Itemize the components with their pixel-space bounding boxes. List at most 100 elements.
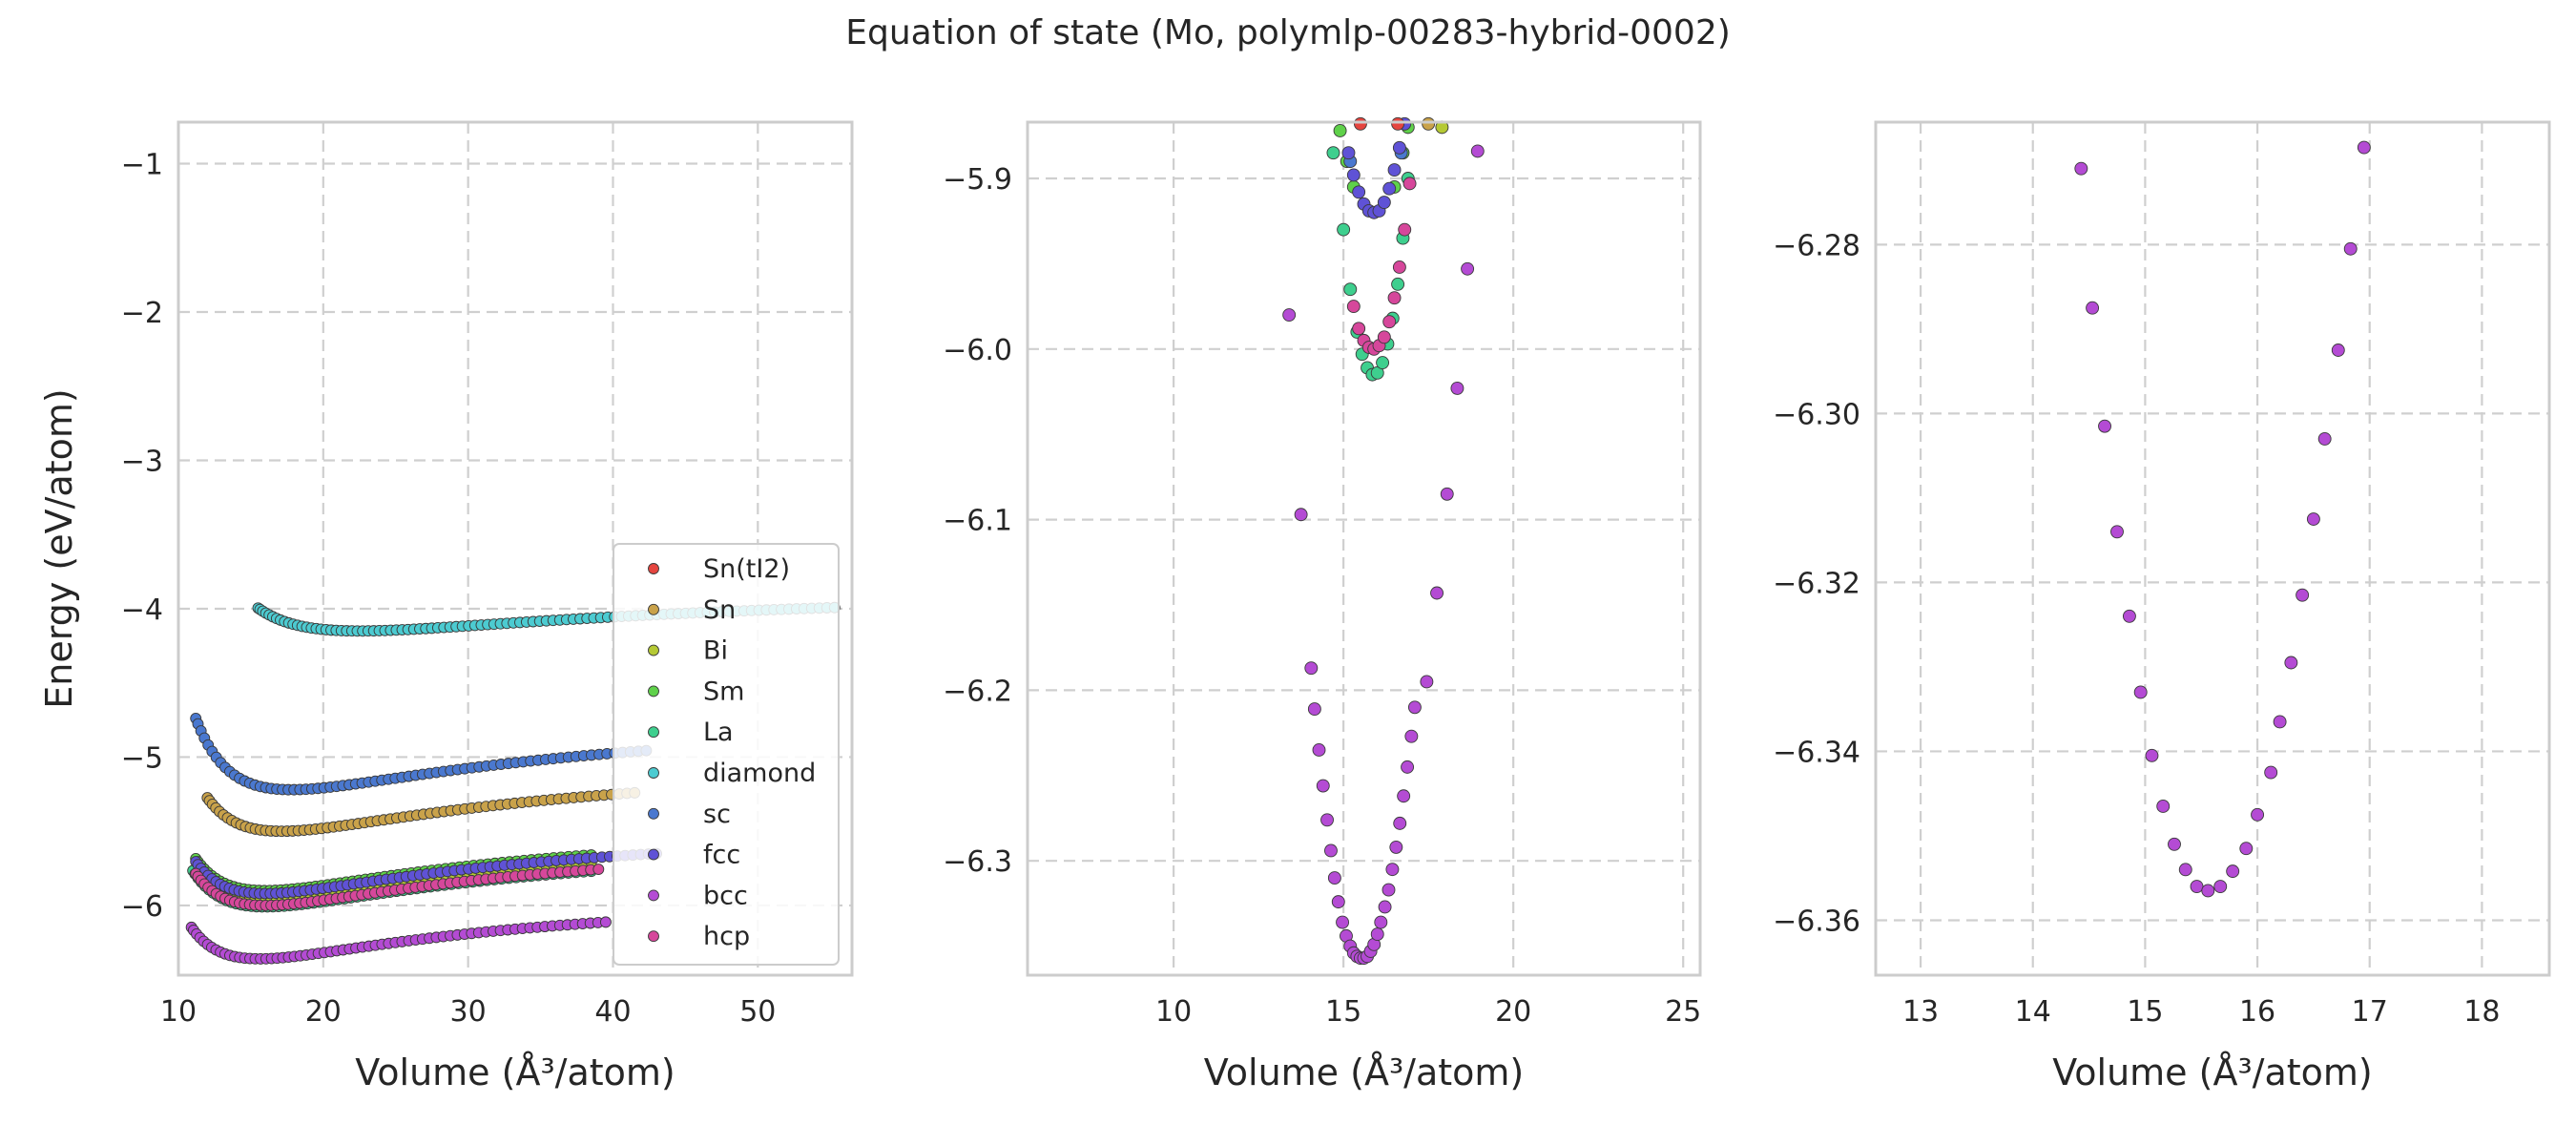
data-point xyxy=(2086,301,2100,315)
data-point xyxy=(1391,116,1405,131)
axes-frame xyxy=(1874,120,2551,977)
data-point xyxy=(1370,927,1384,942)
data-point xyxy=(1461,261,1475,276)
data-point xyxy=(1374,915,1388,929)
y-tick-label: −6.0 xyxy=(943,334,1012,367)
y-tick-label: −6.34 xyxy=(1773,736,1860,769)
series-hcp xyxy=(1346,177,1417,356)
legend-marker xyxy=(648,767,659,779)
data-point xyxy=(2251,807,2265,822)
data-point xyxy=(1401,760,1415,774)
x-tick-label: 25 xyxy=(1665,995,1701,1029)
data-point xyxy=(2264,765,2278,780)
x-tick-label: 16 xyxy=(2239,995,2275,1029)
y-tick-label: −5.9 xyxy=(943,163,1012,197)
data-point xyxy=(2317,431,2332,446)
y-tick-label: −3 xyxy=(121,445,163,478)
data-point xyxy=(2239,842,2254,856)
series-Sn xyxy=(1422,116,1436,131)
y-tick-label: −6.36 xyxy=(1773,905,1860,938)
data-point xyxy=(2343,241,2358,256)
data-point xyxy=(1346,168,1361,182)
data-point xyxy=(1430,586,1444,600)
data-point xyxy=(1282,308,1297,322)
data-point xyxy=(1312,743,1326,757)
data-point xyxy=(2156,800,2171,813)
series-bcc xyxy=(2074,140,2371,898)
data-point xyxy=(2273,715,2287,729)
data-point xyxy=(1387,163,1402,177)
data-point xyxy=(1333,123,1347,137)
data-point xyxy=(1378,900,1392,914)
data-point xyxy=(1440,487,1454,501)
data-point xyxy=(1407,700,1422,715)
data-point xyxy=(1381,883,1396,897)
data-point xyxy=(1393,816,1407,830)
data-point xyxy=(1337,222,1351,237)
data-point xyxy=(1402,177,1417,191)
data-point xyxy=(1327,871,1341,885)
data-point xyxy=(2284,656,2298,670)
y-tick-label: −6.28 xyxy=(1773,229,1860,262)
y-tick-label: −6.1 xyxy=(943,505,1012,538)
x-tick-label: 13 xyxy=(1902,995,1939,1029)
data-point xyxy=(1420,675,1434,689)
data-point xyxy=(2213,880,2228,894)
data-point xyxy=(2178,863,2192,877)
data-point xyxy=(1326,146,1340,160)
data-point xyxy=(1389,840,1403,854)
x-tick-label: 17 xyxy=(2352,995,2388,1029)
data-point xyxy=(1422,116,1436,131)
data-point xyxy=(599,916,612,928)
panel-3: 13 14 15 16 17 18 −6.28 −6.30 −6.32 −6.34 −6.36 Vol… xyxy=(1773,120,2551,1093)
data-point xyxy=(1353,116,1367,131)
series-bcc xyxy=(185,916,612,965)
data-point xyxy=(2110,525,2124,539)
data-point xyxy=(1316,779,1330,793)
legend-label: sc xyxy=(703,800,731,829)
data-point xyxy=(1387,291,1402,305)
legend-marker xyxy=(648,563,659,574)
data-point xyxy=(1385,863,1400,877)
data-point xyxy=(1320,813,1334,827)
series-hcp xyxy=(190,864,605,911)
x-axis-label: Volume (Å³/atom) xyxy=(355,1051,675,1093)
legend-label: fcc xyxy=(703,841,740,870)
legend-label: Sn(tI2) xyxy=(703,554,790,584)
legend-marker xyxy=(648,603,659,615)
axes-frame xyxy=(1026,120,1702,977)
data-point xyxy=(1398,222,1412,237)
x-tick-label: 14 xyxy=(2015,995,2051,1029)
legend-label: hcp xyxy=(703,922,750,951)
data-point xyxy=(592,864,605,875)
y-tick-label: −6 xyxy=(121,890,163,924)
x-tick-label: 50 xyxy=(739,995,776,1029)
data-point xyxy=(2306,512,2320,526)
data-point xyxy=(1391,277,1405,291)
data-point xyxy=(1397,789,1411,803)
data-point xyxy=(1307,702,1321,717)
data-point xyxy=(2168,837,2181,851)
y-tick-label: −1 xyxy=(121,149,163,182)
y-tick-label: −5 xyxy=(121,741,163,775)
x-tick-label: 20 xyxy=(305,995,342,1029)
legend-box xyxy=(613,543,840,966)
data-point xyxy=(1343,282,1358,297)
series-Sn xyxy=(201,786,641,838)
data-point xyxy=(1392,260,1406,274)
legend-label: La xyxy=(703,718,734,747)
data-point xyxy=(1382,181,1397,196)
data-point xyxy=(2226,864,2240,879)
data-point xyxy=(1392,140,1406,155)
figure-title: Equation of state (Mo, polymlp-00283-hyb… xyxy=(845,13,1731,52)
legend-label: bcc xyxy=(703,881,748,910)
legend-marker xyxy=(648,848,659,861)
x-tick-label: 15 xyxy=(2127,995,2163,1029)
y-tick-label: −6.30 xyxy=(1773,398,1860,431)
data-point xyxy=(2098,419,2111,433)
series-bcc xyxy=(1282,144,1485,966)
y-tick-label: −2 xyxy=(121,297,163,330)
legend-marker xyxy=(648,644,659,656)
x-tick-label: 30 xyxy=(450,995,487,1029)
